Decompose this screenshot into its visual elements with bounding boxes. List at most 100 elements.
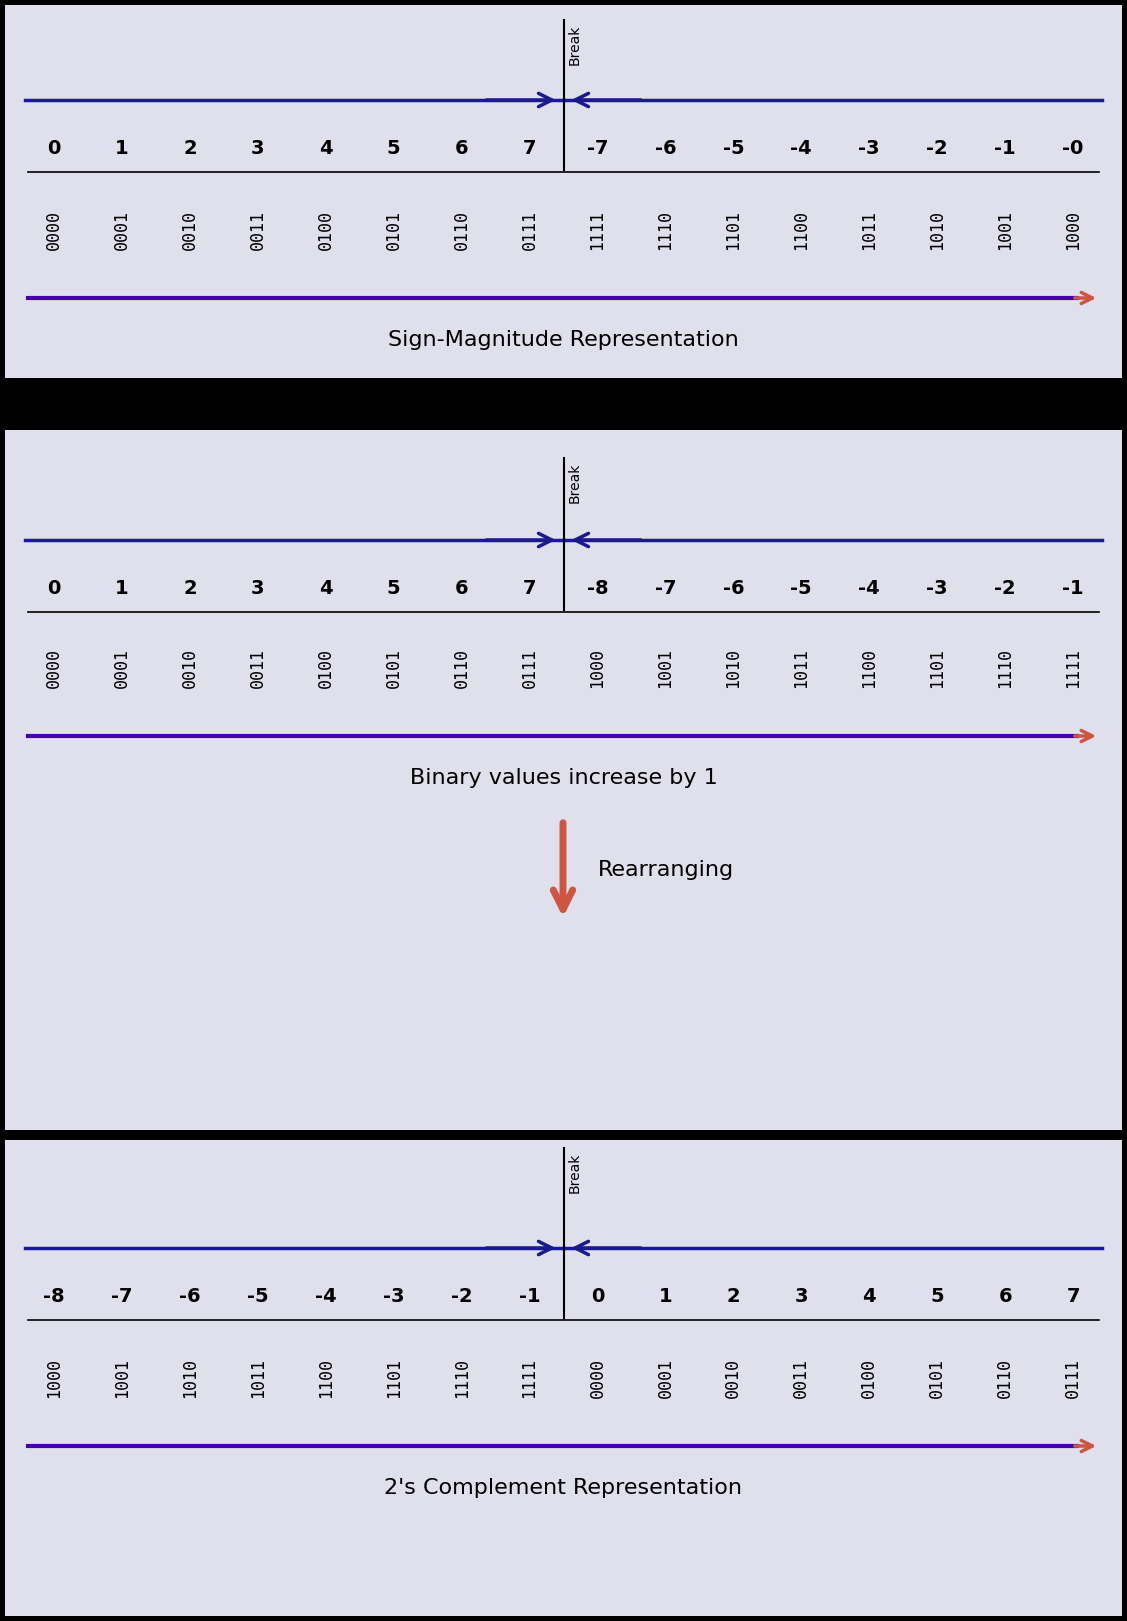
Text: 0110: 0110 [453,211,471,250]
Text: 4: 4 [862,1287,876,1305]
Text: 0000: 0000 [588,1358,606,1397]
Text: 0010: 0010 [180,211,198,250]
Text: -7: -7 [112,1287,133,1305]
Text: 1000: 1000 [1064,211,1082,250]
Text: 1100: 1100 [792,211,810,250]
Text: 1100: 1100 [860,648,878,687]
Text: 0100: 0100 [317,648,335,687]
Text: -4: -4 [314,1287,337,1305]
Text: 2: 2 [183,579,196,598]
Text: 6: 6 [999,1287,1012,1305]
Text: 0: 0 [47,138,61,157]
Text: Sign-Magnitude Representation: Sign-Magnitude Representation [388,331,739,350]
Text: -7: -7 [655,579,676,598]
Text: 0110: 0110 [996,1358,1014,1397]
Text: 0100: 0100 [860,1358,878,1397]
Text: 1010: 1010 [725,648,743,687]
Text: 7: 7 [523,138,536,157]
Text: 0101: 0101 [384,648,402,687]
Text: 2: 2 [727,1287,740,1305]
Text: 3: 3 [251,579,265,598]
Text: 1101: 1101 [929,648,947,687]
Text: 0101: 0101 [384,211,402,250]
Text: 1110: 1110 [453,1358,471,1397]
Text: -2: -2 [994,579,1015,598]
Text: 4: 4 [319,138,332,157]
Text: 1000: 1000 [588,648,606,687]
Text: 5: 5 [387,138,400,157]
Text: 0010: 0010 [725,1358,743,1397]
Text: 0001: 0001 [113,211,131,250]
Text: 1: 1 [115,138,128,157]
Text: 0100: 0100 [317,211,335,250]
Text: 1110: 1110 [656,211,674,250]
Text: -2: -2 [926,138,948,157]
Text: -4: -4 [859,579,880,598]
Bar [5,5,1122,378]
Text: 1011: 1011 [860,211,878,250]
Text: 3: 3 [795,1287,808,1305]
Text: -6: -6 [722,579,744,598]
Text: 7: 7 [1066,1287,1080,1305]
Text: 1011: 1011 [792,648,810,687]
Text: 0011: 0011 [249,211,267,250]
Text: 0001: 0001 [113,648,131,687]
Text: -3: -3 [859,138,880,157]
Text: 1010: 1010 [929,211,947,250]
Text: 6: 6 [455,579,469,598]
Text: -0: -0 [1063,138,1084,157]
Text: 0000: 0000 [45,211,63,250]
Text: -8: -8 [43,1287,64,1305]
Text: 0: 0 [591,1287,604,1305]
Text: -1: -1 [518,1287,540,1305]
Text: 0101: 0101 [929,1358,947,1397]
Text: 2's Complement Representation: 2's Complement Representation [384,1478,743,1498]
Text: -1: -1 [1063,579,1084,598]
Text: 0010: 0010 [180,648,198,687]
Text: 0111: 0111 [521,648,539,687]
Text: 1101: 1101 [384,1358,402,1397]
Text: -5: -5 [790,579,813,598]
Text: 0: 0 [47,579,61,598]
Text: 0011: 0011 [249,648,267,687]
Text: 5: 5 [387,579,400,598]
Text: -4: -4 [790,138,813,157]
Text: 1110: 1110 [996,648,1014,687]
Text: 1001: 1001 [113,1358,131,1397]
Text: 1101: 1101 [725,211,743,250]
Text: -5: -5 [247,1287,268,1305]
Text: 0111: 0111 [1064,1358,1082,1397]
Text: 1001: 1001 [656,648,674,687]
Text: -3: -3 [926,579,948,598]
Text: 1: 1 [658,1287,672,1305]
Text: -8: -8 [587,579,609,598]
Text: 1111: 1111 [1064,648,1082,687]
Bar [5,1140,1122,1616]
Text: 1000: 1000 [45,1358,63,1397]
Text: -2: -2 [451,1287,472,1305]
Text: -6: -6 [655,138,676,157]
Text: Break: Break [568,1153,582,1193]
Text: 1111: 1111 [588,211,606,250]
Text: 4: 4 [319,579,332,598]
Text: -6: -6 [179,1287,201,1305]
Text: -7: -7 [587,138,609,157]
Text: Rearranging: Rearranging [598,861,734,880]
Bar [5,430,1122,1130]
Text: 6: 6 [455,138,469,157]
Text: 1001: 1001 [996,211,1014,250]
Text: 0011: 0011 [792,1358,810,1397]
Text: 0000: 0000 [45,648,63,687]
Text: 1100: 1100 [317,1358,335,1397]
Text: 1111: 1111 [521,1358,539,1397]
Text: -5: -5 [722,138,744,157]
Text: 0001: 0001 [656,1358,674,1397]
Text: -3: -3 [383,1287,405,1305]
Text: 7: 7 [523,579,536,598]
Text: 0111: 0111 [521,211,539,250]
Text: Break: Break [568,24,582,65]
Text: 5: 5 [931,1287,944,1305]
Text: 3: 3 [251,138,265,157]
Text: Break: Break [568,464,582,504]
Text: -1: -1 [994,138,1015,157]
